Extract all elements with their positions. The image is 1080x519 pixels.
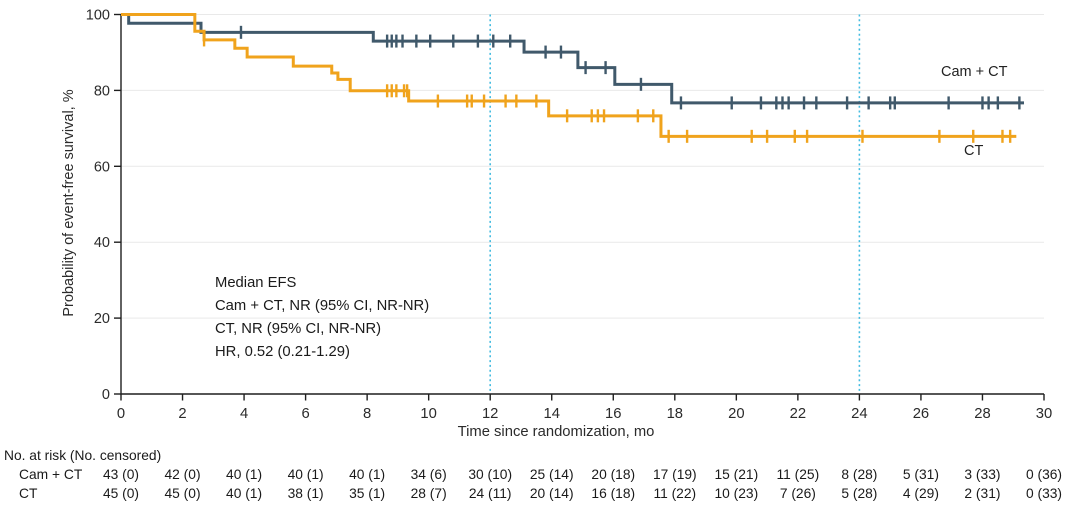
annotation-line-camct: Cam + CT, NR (95% CI, NR-NR) — [215, 298, 430, 314]
risk-value: 24 (11) — [468, 486, 512, 501]
camct-curve-label: Cam + CT — [941, 64, 1008, 80]
x-tick-label: 10 — [420, 406, 436, 422]
risk-value: 45 (0) — [102, 486, 140, 501]
annotation-line-hr: HR, 0.52 (0.21-1.29) — [215, 344, 350, 360]
risk-value: 20 (14) — [529, 486, 574, 501]
x-tick-label: 24 — [851, 406, 867, 422]
x-tick-label: 20 — [728, 406, 744, 422]
risk-value: 8 (28) — [841, 467, 878, 482]
x-tick-label: 18 — [667, 406, 683, 422]
y-tick-label: 40 — [94, 235, 110, 251]
risk-value: 2 (31) — [964, 486, 1001, 501]
risk-table-header: No. at risk (No. censored) — [4, 448, 162, 463]
x-tick-label: 0 — [117, 406, 125, 422]
risk-value: 40 (1) — [349, 467, 386, 482]
risk-value: 35 (1) — [349, 486, 386, 501]
risk-value: 38 (1) — [287, 486, 324, 501]
x-tick-label: 2 — [178, 406, 186, 422]
risk-value: 20 (18) — [591, 467, 636, 482]
risk-value: 0 (36) — [1025, 467, 1063, 482]
x-tick-label: 12 — [482, 406, 498, 422]
y-tick-label: 100 — [86, 8, 110, 24]
risk-value: 11 (22) — [653, 486, 697, 501]
risk-value: 34 (6) — [410, 467, 447, 482]
risk-value: 25 (14) — [529, 467, 574, 482]
risk-value: 40 (1) — [226, 467, 263, 482]
risk-value: 7 (26) — [779, 486, 816, 501]
y-tick-label: 80 — [94, 83, 110, 99]
x-tick-label: 26 — [913, 406, 929, 422]
y-axis-title: Probability of event-free survival, % — [61, 89, 77, 317]
risk-value: 0 (33) — [1025, 486, 1063, 501]
risk-row-label: CT — [19, 486, 38, 501]
risk-value: 4 (29) — [902, 486, 939, 501]
median-efs-annotation: Median EFS Cam + CT, NR (95% CI, NR-NR) … — [215, 272, 429, 364]
x-axis-title: Time since randomization, mo — [457, 424, 655, 440]
x-tick-label: 8 — [363, 406, 371, 422]
y-tick-label: 20 — [94, 311, 110, 327]
risk-value: 5 (28) — [841, 486, 878, 501]
x-tick-label: 14 — [543, 406, 559, 422]
risk-value: 3 (33) — [964, 467, 1001, 482]
x-tick-label: 4 — [240, 406, 248, 422]
x-tick-label: 30 — [1036, 406, 1052, 422]
x-tick-label: 28 — [974, 406, 990, 422]
y-tick-label: 0 — [102, 387, 110, 403]
risk-value: 40 (1) — [226, 486, 263, 501]
risk-value: 43 (0) — [102, 467, 140, 482]
x-tick-label: 22 — [790, 406, 806, 422]
x-tick-label: 16 — [605, 406, 621, 422]
risk-value: 42 (0) — [164, 467, 201, 482]
annotation-line-median-efs: Median EFS — [215, 275, 297, 291]
ct-curve-label: CT — [964, 143, 984, 159]
survival-curve-camct — [121, 13, 1024, 105]
annotation-line-ct: CT, NR (95% CI, NR-NR) — [215, 321, 382, 337]
risk-row-label: Cam + CT — [19, 467, 83, 482]
risk-value: 17 (19) — [652, 467, 697, 482]
risk-value: 45 (0) — [164, 486, 201, 501]
risk-value: 40 (1) — [287, 467, 324, 482]
x-tick-label: 6 — [301, 406, 309, 422]
risk-value: 10 (23) — [714, 486, 759, 501]
risk-value: 28 (7) — [410, 486, 447, 501]
risk-value: 16 (18) — [591, 486, 636, 501]
risk-value: 11 (25) — [776, 467, 820, 482]
risk-value: 15 (21) — [714, 467, 759, 482]
y-tick-label: 60 — [94, 159, 110, 175]
risk-value: 30 (10) — [468, 467, 513, 482]
risk-value: 5 (31) — [902, 467, 939, 482]
